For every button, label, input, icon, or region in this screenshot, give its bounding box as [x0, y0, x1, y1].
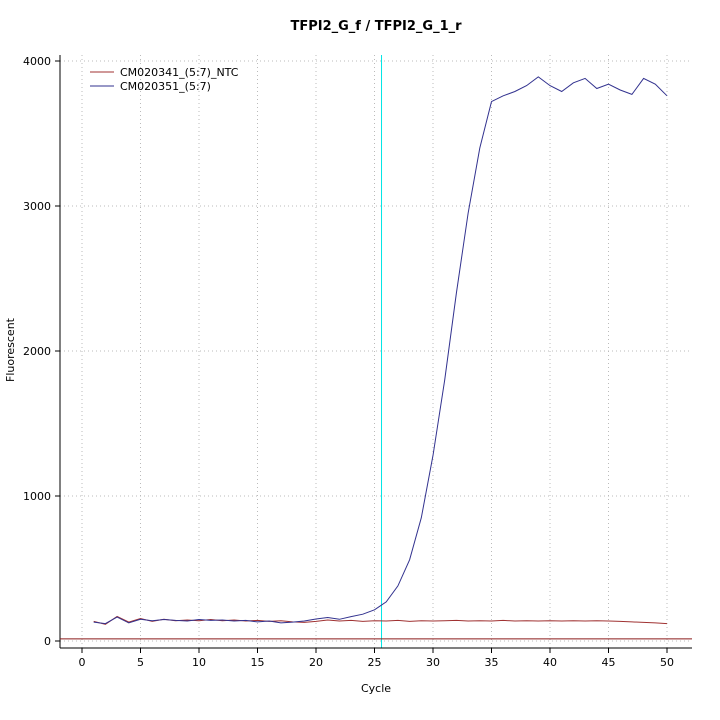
x-tick-label: 45 [602, 656, 616, 669]
y-tick-label: 0 [44, 635, 51, 648]
y-tick-label: 2000 [23, 345, 51, 358]
x-tick-label: 5 [137, 656, 144, 669]
chart-content: 0 5 10 15 20 25 30 35 40 45 50 0 1000 2000 3000 4000 [23, 55, 692, 669]
x-tick-label: 40 [543, 656, 557, 669]
x-tick-label: 20 [309, 656, 323, 669]
x-tick-label: 15 [251, 656, 265, 669]
legend-label-sample: CM020351_(5:7) [120, 80, 211, 93]
y-tick-label: 4000 [23, 55, 51, 68]
x-tick-label: 10 [192, 656, 206, 669]
x-tick-label: 0 [79, 656, 86, 669]
x-axis-label: Cycle [361, 682, 391, 695]
x-tick-label: 25 [368, 656, 382, 669]
y-tick-label: 1000 [23, 490, 51, 503]
series-line-1 [93, 76, 668, 625]
y-tick-label: 3000 [23, 200, 51, 213]
x-tick-label: 35 [485, 656, 499, 669]
y-axis-label: Fluorescent [4, 317, 17, 382]
chart-title: TFPI2_G_f / TFPI2_G_1_r [290, 19, 462, 34]
legend: CM020341_(5:7)_NTC CM020351_(5:7) [90, 66, 239, 93]
x-tick-label: 30 [426, 656, 440, 669]
legend-label-ntc: CM020341_(5:7)_NTC [120, 66, 239, 79]
x-tick-label: 50 [660, 656, 674, 669]
series-line-0 [93, 615, 668, 625]
